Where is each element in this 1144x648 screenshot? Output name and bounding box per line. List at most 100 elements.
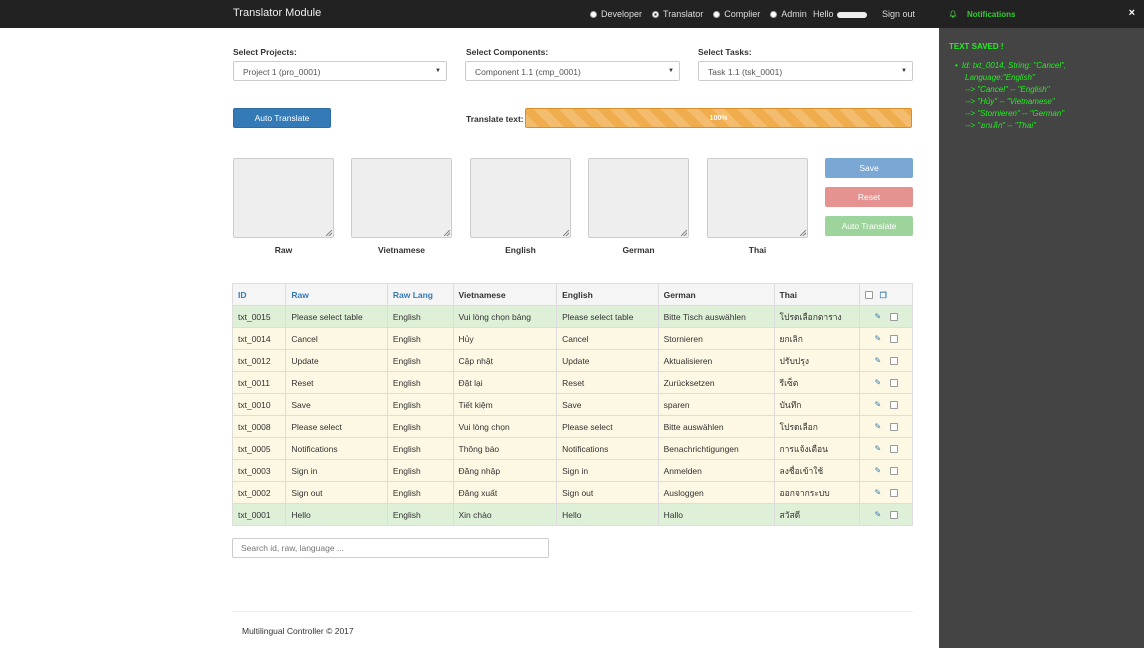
user-greeting: Hello <box>813 9 867 19</box>
table-cell: English <box>386 305 454 328</box>
row-checkbox[interactable] <box>889 357 898 366</box>
components-select[interactable]: Component 1.1 (cmp_0001) ▼ <box>465 61 680 81</box>
table-cell: Update <box>556 349 659 372</box>
row-checkbox[interactable] <box>889 313 898 322</box>
redacted-username <box>836 11 867 18</box>
select-all-checkbox[interactable] <box>864 291 873 300</box>
edit-icon[interactable]: ✎ <box>874 312 882 322</box>
auto-translate-button[interactable]: Auto Translate <box>233 108 331 128</box>
row-checkbox[interactable] <box>889 445 898 454</box>
radio-checked-icon[interactable] <box>652 10 660 18</box>
table-cell: รีเซ็ต <box>773 371 860 394</box>
role-translator[interactable]: Translator <box>652 9 703 19</box>
edit-icon[interactable]: ✎ <box>874 334 882 344</box>
close-icon[interactable]: × <box>1128 7 1135 19</box>
table-cell: Save <box>285 393 388 416</box>
row-checkbox[interactable] <box>889 489 898 498</box>
table-row[interactable]: txt_0014 Cancel English Hủy Cancel Stornieren… <box>231 327 914 350</box>
role-admin[interactable]: Admin <box>770 9 807 19</box>
col-german: German <box>657 283 775 306</box>
raw-textarea[interactable] <box>233 158 334 238</box>
copy-icon[interactable]: ❐ <box>879 291 887 301</box>
table-cell: ลงชื่อเข้าใช้ <box>773 459 860 482</box>
tasks-select[interactable]: Task 1.1 (tsk_0001) ▼ <box>698 61 913 81</box>
app-title: Translator Module <box>233 7 322 19</box>
edit-icon[interactable]: ✎ <box>874 466 882 476</box>
table-cell: Cancel <box>285 327 388 350</box>
table-cell: Reset <box>556 371 659 394</box>
search-input[interactable] <box>232 538 549 558</box>
table-cell: Hallo <box>657 503 775 526</box>
tasks-label: Select Tasks: <box>698 47 752 57</box>
reset-button[interactable]: Reset <box>825 187 913 207</box>
table-cell: Vui lòng chọn <box>452 415 558 438</box>
edit-icon[interactable]: ✎ <box>874 510 882 520</box>
edit-icon[interactable]: ✎ <box>874 488 882 498</box>
table-cell: Stornieren <box>657 327 775 350</box>
projects-label: Select Projects: <box>233 47 297 57</box>
table-row[interactable]: txt_0003 Sign in English Đăng nhập Sign in An… <box>231 459 914 482</box>
edit-icon[interactable]: ✎ <box>874 422 882 432</box>
table-cell: txt_0003 <box>231 459 287 482</box>
table-header-row: ID Raw Raw Lang Vietnamese English Germa… <box>231 283 914 306</box>
save-button[interactable]: Save <box>825 158 913 178</box>
table-row[interactable]: txt_0001 Hello English Xin chào Hello Hallo สว… <box>231 503 914 526</box>
edit-icon[interactable]: ✎ <box>874 444 882 454</box>
row-checkbox[interactable] <box>889 423 898 432</box>
table-cell: English <box>386 371 454 394</box>
col-id[interactable]: ID <box>231 283 287 306</box>
table-cell: Please select table <box>556 305 659 328</box>
vietnamese-textarea[interactable] <box>351 158 452 238</box>
auto-translate-secondary-button[interactable]: Auto Translate <box>825 216 913 236</box>
translate-progress: 100% <box>525 108 912 128</box>
german-textarea[interactable] <box>588 158 689 238</box>
row-checkbox[interactable] <box>889 467 898 476</box>
table-row[interactable]: txt_0015 Please select table English Vui lò… <box>231 305 914 328</box>
footer-divider <box>232 611 913 612</box>
table-row[interactable]: txt_0010 Save English Tiết kiệm Save sparen บั… <box>231 393 914 416</box>
edit-icon[interactable]: ✎ <box>874 356 882 366</box>
row-checkbox[interactable] <box>889 335 898 344</box>
col-raw[interactable]: Raw <box>285 283 388 306</box>
table-cell: Đăng xuất <box>452 481 558 504</box>
table-cell: Cập nhật <box>452 349 558 372</box>
radio-icon[interactable] <box>590 10 597 18</box>
role-developer[interactable]: Developer <box>590 9 642 19</box>
radio-icon[interactable] <box>770 10 778 18</box>
table-cell: Zurücksetzen <box>657 371 775 394</box>
progress-label: Translate text: <box>466 114 524 124</box>
footer-text: Multilingual Controller © 2017 <box>242 626 354 636</box>
table-cell: Cancel <box>556 327 659 350</box>
row-actions: ✎ <box>858 481 914 504</box>
table-cell: English <box>386 481 454 504</box>
german-label: German <box>622 245 655 255</box>
role-complier[interactable]: Complier <box>713 9 760 19</box>
table-row[interactable]: txt_0012 Update English Cập nhật Update Aktua… <box>231 349 914 372</box>
table-cell: Ausloggen <box>657 481 775 504</box>
row-actions: ✎ <box>858 459 914 482</box>
english-textarea[interactable] <box>470 158 571 238</box>
row-checkbox[interactable] <box>889 379 898 388</box>
row-actions: ✎ <box>858 327 914 350</box>
row-checkbox[interactable] <box>889 401 898 410</box>
edit-icon[interactable]: ✎ <box>874 400 882 410</box>
projects-select[interactable]: Project 1 (pro_0001) ▼ <box>233 61 447 81</box>
table-cell: txt_0010 <box>231 393 287 416</box>
table-row[interactable]: txt_0005 Notifications English Thông báo Not… <box>231 437 914 460</box>
signout-link[interactable]: Sign out <box>882 9 916 19</box>
bell-icon <box>949 10 957 18</box>
table-cell: Notifications <box>285 437 388 460</box>
table-cell: Sign out <box>556 481 659 504</box>
row-checkbox[interactable] <box>889 511 898 520</box>
row-actions: ✎ <box>858 371 914 394</box>
raw-label: Raw <box>274 245 293 255</box>
table-row[interactable]: txt_0008 Please select English Vui lòng chọ… <box>231 415 914 438</box>
col-raw-lang[interactable]: Raw Lang <box>386 283 454 306</box>
radio-icon[interactable] <box>713 10 721 18</box>
table-row[interactable]: txt_0002 Sign out English Đăng xuất Sign out… <box>231 481 914 504</box>
table-cell: สวัสดี <box>773 503 860 526</box>
thai-textarea[interactable] <box>707 158 808 238</box>
table-cell: บันทึก <box>773 393 860 416</box>
edit-icon[interactable]: ✎ <box>874 378 882 388</box>
table-row[interactable]: txt_0011 Reset English Đặt lại Reset Zurückse… <box>231 371 914 394</box>
